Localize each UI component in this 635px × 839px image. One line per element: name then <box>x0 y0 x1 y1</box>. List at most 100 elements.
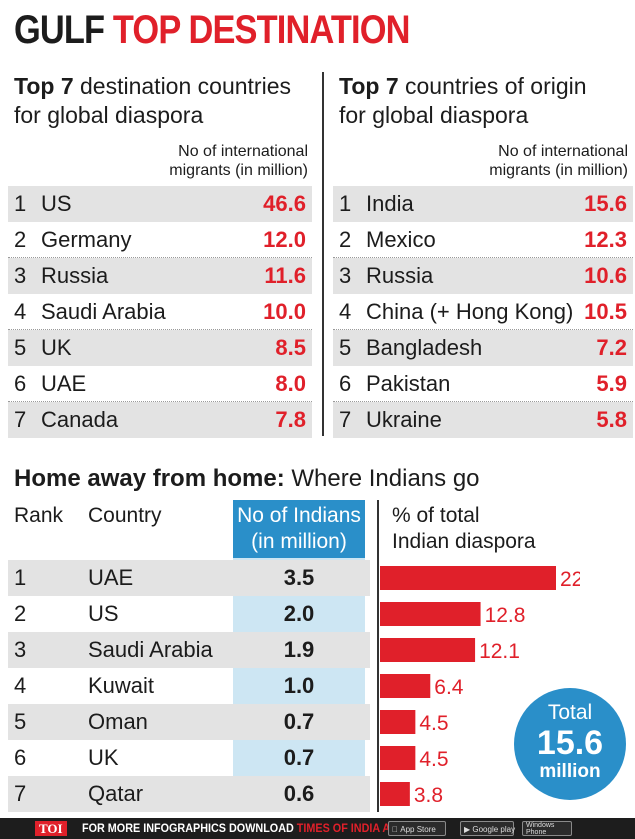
home-title-bold: Home away from home: <box>14 465 285 492</box>
total-badge: Total 15.6 million <box>514 688 626 800</box>
origin-country: Russia <box>366 263 434 288</box>
dest-country: Canada <box>41 407 119 432</box>
indians-row: 2 US 2.0 <box>8 596 370 632</box>
origin-row: 7 Ukraine 5.8 <box>333 402 633 438</box>
dest-rank: 6 <box>14 371 27 396</box>
dest-value: 10.0 <box>263 299 306 324</box>
row-dotted-divider <box>8 329 312 330</box>
origin-value: 10.5 <box>584 299 627 324</box>
right-colhdr-line2: migrants (in million) <box>489 162 628 179</box>
indians-rank: 3 <box>14 637 27 662</box>
row-dotted-divider <box>8 401 312 402</box>
indians-rank: 4 <box>14 673 27 698</box>
indians-rank: 6 <box>14 745 27 770</box>
dest-row: 7 Canada 7.8 <box>8 402 312 438</box>
home-title-rest: Where Indians go <box>284 465 480 492</box>
pct-bar-label: 3.8 <box>414 784 443 807</box>
dest-rank: 2 <box>14 227 27 252</box>
indians-country: US <box>88 601 119 626</box>
origin-row: 2 Mexico 12.3 <box>333 222 633 258</box>
left-title-line1: destination countries <box>73 73 291 99</box>
indians-hdr-line1: No of Indians <box>237 504 361 527</box>
indians-country: Saudi Arabia <box>88 637 213 662</box>
pct-bar <box>380 782 410 806</box>
row-dotted-divider <box>333 329 633 330</box>
indians-row: 6 UK 0.7 <box>8 740 370 776</box>
indians-country: Kuwait <box>88 673 155 698</box>
indians-column-header: No of Indians (in million) <box>233 500 365 558</box>
indians-rank: 7 <box>14 781 27 806</box>
pct-bar <box>380 638 476 662</box>
indians-country: Qatar <box>88 781 144 806</box>
dest-rank: 3 <box>14 263 27 288</box>
dest-value: 12.0 <box>263 227 306 252</box>
pct-bar-label: 6.4 <box>434 676 464 699</box>
indians-row: 4 Kuwait 1.0 <box>8 668 370 704</box>
dest-rank: 4 <box>14 299 27 324</box>
home-section-title: Home away from home: Where Indians go <box>14 464 480 494</box>
right-title-bold: Top 7 <box>339 73 399 99</box>
origin-country: Mexico <box>366 227 436 252</box>
pct-hdr-line2: Indian diaspora <box>392 530 536 553</box>
pct-header: % of total Indian diaspora <box>392 503 536 555</box>
title-gulf: GULF <box>14 8 105 52</box>
row-dotted-divider <box>333 257 633 258</box>
row-dotted-divider <box>333 401 633 402</box>
app-store-label: App Store <box>392 825 436 834</box>
dest-row: 2 Germany 12.0 <box>8 222 312 258</box>
dest-country: UAE <box>41 371 87 396</box>
google-play-badge[interactable]: ▶ Google play <box>460 821 516 836</box>
pct-bar-label: 12.8 <box>485 604 526 627</box>
origin-rank: 5 <box>339 335 352 360</box>
dest-row: 5 UK 8.5 <box>8 330 312 366</box>
main-title: GULF TOP DESTINATION <box>14 6 411 54</box>
country-header: Country <box>88 504 162 527</box>
indians-rank: 5 <box>14 709 27 734</box>
left-title-bold: Top 7 <box>14 73 74 99</box>
dest-row: 4 Saudi Arabia 10.0 <box>8 294 312 330</box>
windows-phone-badge[interactable]: Windows Phone <box>522 821 572 836</box>
total-unit: million <box>539 761 601 782</box>
dest-value: 8.0 <box>275 371 306 396</box>
toi-logo[interactable]: TOI <box>35 821 67 836</box>
dest-country: Russia <box>41 263 109 288</box>
indians-country: UAE <box>88 565 134 590</box>
indians-count: 1.9 <box>283 637 315 662</box>
right-column-header: No of international migrants (in million… <box>420 142 628 180</box>
bar-axis-line <box>377 500 379 812</box>
origin-country: India <box>366 191 414 216</box>
indians-count: 0.7 <box>283 745 315 770</box>
footer-app-name[interactable]: TIMES OF INDIA APP <box>296 821 405 835</box>
pct-bar-label: 4.5 <box>419 748 448 771</box>
origin-row: 4 China (+ Hong Kong) 10.5 <box>333 294 633 330</box>
pct-bar <box>380 566 556 590</box>
origin-rank: 1 <box>339 191 352 216</box>
left-colhdr-line2: migrants (in million) <box>169 162 308 179</box>
origin-value: 7.2 <box>596 335 627 360</box>
origin-value: 5.8 <box>596 407 627 432</box>
indians-count: 0.7 <box>283 709 315 734</box>
pct-bar <box>380 674 431 698</box>
left-panel-title: Top 7 destination countries for global d… <box>14 72 291 130</box>
indians-row: 7 Qatar 0.6 <box>8 776 370 812</box>
panel-divider <box>322 72 324 436</box>
indians-row: 1 UAE 3.5 <box>8 560 370 596</box>
google-play-label: Google play <box>472 825 516 834</box>
origin-value: 5.9 <box>596 371 627 396</box>
indians-row: 3 Saudi Arabia 1.9 <box>8 632 370 668</box>
indians-country: UK <box>88 745 119 770</box>
dest-rank: 1 <box>14 191 27 216</box>
dest-row: 3 Russia 11.6 <box>8 258 312 294</box>
dest-row: 1 US 46.6 <box>8 186 312 222</box>
right-title-line2: for global diaspora <box>339 102 529 128</box>
indians-row: 5 Oman 0.7 <box>8 704 370 740</box>
app-store-badge[interactable]:  App Store <box>388 821 446 836</box>
dest-value: 11.6 <box>264 263 306 288</box>
dest-value: 8.5 <box>275 335 306 360</box>
origin-rank: 6 <box>339 371 352 396</box>
dest-value: 7.8 <box>275 407 306 432</box>
pct-bar <box>380 602 481 626</box>
footer-bar: TOI FOR MORE INFOGRAPHICS DOWNLOAD TIMES… <box>0 818 635 839</box>
rank-header: Rank <box>14 504 64 527</box>
indians-hdr-line2: (in million) <box>251 530 347 553</box>
